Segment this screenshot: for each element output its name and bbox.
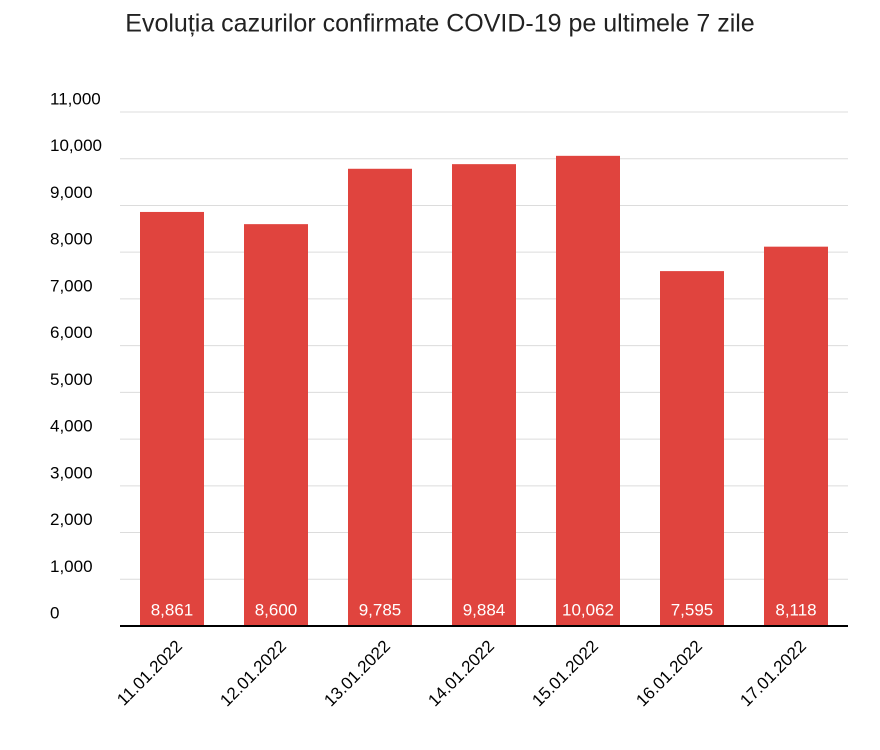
x-tick-label: 16.01.2022	[632, 637, 706, 711]
bar	[348, 168, 412, 627]
data-label: 8,600	[255, 600, 298, 619]
x-tick-label: 13.01.2022	[320, 637, 394, 711]
data-label: 9,884	[463, 600, 506, 619]
data-label: 7,595	[671, 600, 714, 619]
data-label: 9,785	[359, 600, 402, 619]
data-label: 10,062	[562, 600, 614, 619]
x-tick-label: 11.01.2022	[113, 637, 186, 710]
y-tick-label: 1,000	[50, 557, 93, 576]
data-label: 8,861	[151, 600, 194, 619]
y-tick-label: 8,000	[50, 230, 93, 249]
bar	[140, 211, 204, 626]
y-tick-label: 10,000	[50, 136, 102, 155]
x-tick-label: 14.01.2022	[424, 637, 498, 711]
y-tick-label: 0	[50, 603, 59, 622]
bar	[556, 155, 620, 626]
y-tick-label: 2,000	[50, 510, 93, 529]
x-tick-label: 17.01.2022	[736, 637, 810, 711]
data-label: 8,118	[775, 600, 816, 619]
y-tick-label: 7,000	[50, 276, 93, 295]
x-tick-label: 15.01.2022	[528, 637, 602, 711]
y-tick-label: 6,000	[50, 323, 93, 342]
bar	[244, 224, 308, 627]
chart-title: Evoluția cazurilor confirmate COVID-19 p…	[125, 10, 754, 38]
y-tick-label: 11,000	[50, 89, 101, 108]
bar	[452, 164, 516, 626]
y-tick-label: 5,000	[50, 370, 93, 389]
bar	[764, 246, 828, 626]
x-tick-label: 12.01.2022	[216, 637, 290, 711]
y-tick-label: 9,000	[50, 183, 93, 202]
bar	[660, 271, 724, 626]
y-tick-label: 3,000	[50, 463, 93, 482]
y-tick-label: 4,000	[50, 417, 93, 436]
